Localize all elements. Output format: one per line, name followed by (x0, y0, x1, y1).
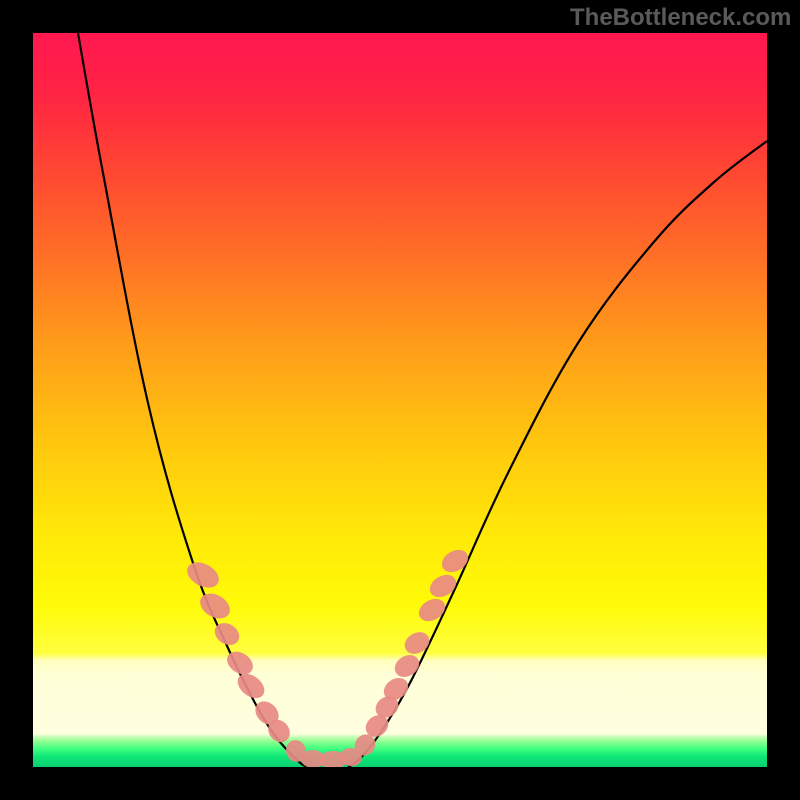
watermark-text: TheBottleneck.com (570, 4, 791, 32)
chart-svg (33, 33, 767, 767)
gradient-background (33, 33, 767, 767)
chart-plot-area (33, 33, 767, 767)
